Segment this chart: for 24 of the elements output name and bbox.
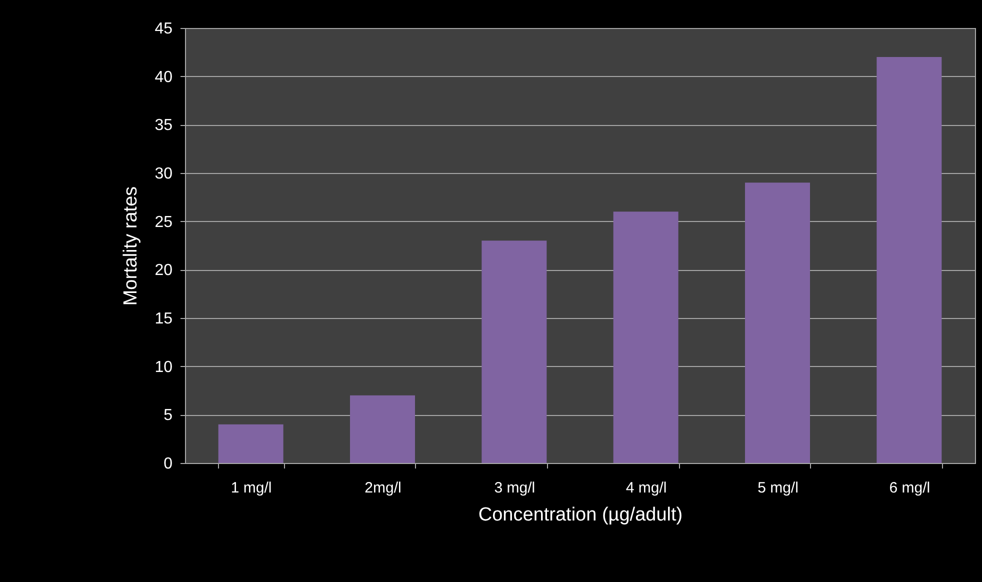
y-tick-label: 35 (154, 117, 173, 134)
x-tick-label: 1 mg/l (230, 480, 272, 496)
y-tick-label: 5 (164, 407, 173, 424)
bar (218, 424, 284, 463)
x-tick-label: 6 mg/l (889, 480, 930, 496)
x-tick-label: 2mg/l (364, 480, 402, 496)
y-tick-label: 40 (154, 68, 173, 86)
bar (745, 182, 810, 463)
bar (613, 212, 678, 463)
x-tick-label: 5 mg/l (758, 480, 798, 496)
y-tick-label: 45 (154, 20, 173, 38)
y-tick-label: 0 (164, 456, 173, 472)
y-tick-label: 10 (154, 358, 173, 376)
y-tick-label: 25 (154, 214, 173, 231)
y-tick-label: 15 (154, 310, 173, 328)
bar (482, 240, 547, 463)
y-axis-title: Mortality rates (120, 186, 142, 306)
x-tick-label: 3 mg/l (494, 480, 536, 496)
bar (876, 57, 942, 463)
x-axis-title: Concentration (µg/adult) (478, 504, 683, 526)
y-tick-label: 30 (154, 166, 173, 182)
x-tick-label: 4 mg/l (626, 480, 667, 496)
y-tick-label: 20 (154, 262, 173, 280)
bar (350, 395, 415, 463)
